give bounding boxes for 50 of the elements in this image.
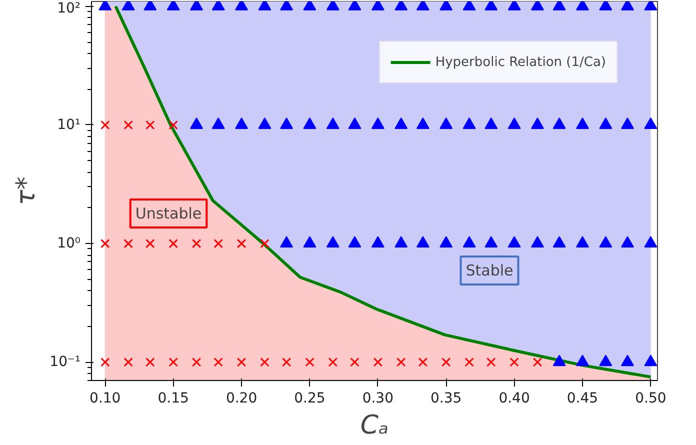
x-tick-label: 0.10 [90, 390, 121, 406]
y-tick-label: 10⁻¹ [50, 354, 81, 370]
point [214, 357, 223, 367]
x-tick-label: 0.35 [430, 390, 462, 406]
point [486, 357, 496, 367]
point [192, 238, 202, 248]
point [305, 357, 314, 367]
x-tick-label: 0.20 [226, 390, 258, 406]
x-axis-title: Cₐ [360, 410, 389, 440]
x-tick-label: 0.15 [158, 390, 189, 406]
point [100, 120, 110, 130]
point [168, 120, 178, 130]
point [236, 357, 246, 367]
point [328, 357, 338, 367]
legend-label: Hyperbolic Relation (1/Ca) [435, 54, 606, 70]
x-tick-label: 0.45 [566, 390, 598, 406]
point [350, 357, 360, 367]
point [192, 357, 202, 367]
point [236, 238, 246, 248]
point [146, 120, 155, 130]
point [373, 357, 383, 367]
point [510, 357, 519, 367]
point [282, 357, 292, 367]
point [100, 357, 110, 367]
point [441, 357, 451, 367]
point [214, 238, 223, 248]
point [168, 238, 178, 248]
annotation: Stable [466, 262, 514, 280]
y-tick-label: 10² [57, 0, 81, 16]
x-tick-label: 0.25 [294, 390, 326, 406]
y-tick-label: 10⁰ [57, 236, 81, 252]
point [260, 357, 270, 367]
point [260, 238, 270, 248]
point [532, 357, 542, 367]
x-tick-label: 0.50 [635, 390, 666, 406]
point [146, 357, 155, 367]
point [124, 357, 133, 367]
point [168, 357, 178, 367]
point [396, 357, 406, 367]
point [464, 357, 474, 367]
x-tick-label: 0.40 [498, 390, 530, 406]
point [124, 238, 133, 248]
y-axis-title: τ* [12, 176, 42, 206]
annotation: Unstable [135, 204, 202, 222]
point [146, 238, 155, 248]
point [100, 238, 110, 248]
point [124, 120, 133, 130]
y-tick-label: 10¹ [57, 116, 81, 133]
point [418, 357, 428, 367]
x-tick-label: 0.30 [362, 390, 394, 406]
